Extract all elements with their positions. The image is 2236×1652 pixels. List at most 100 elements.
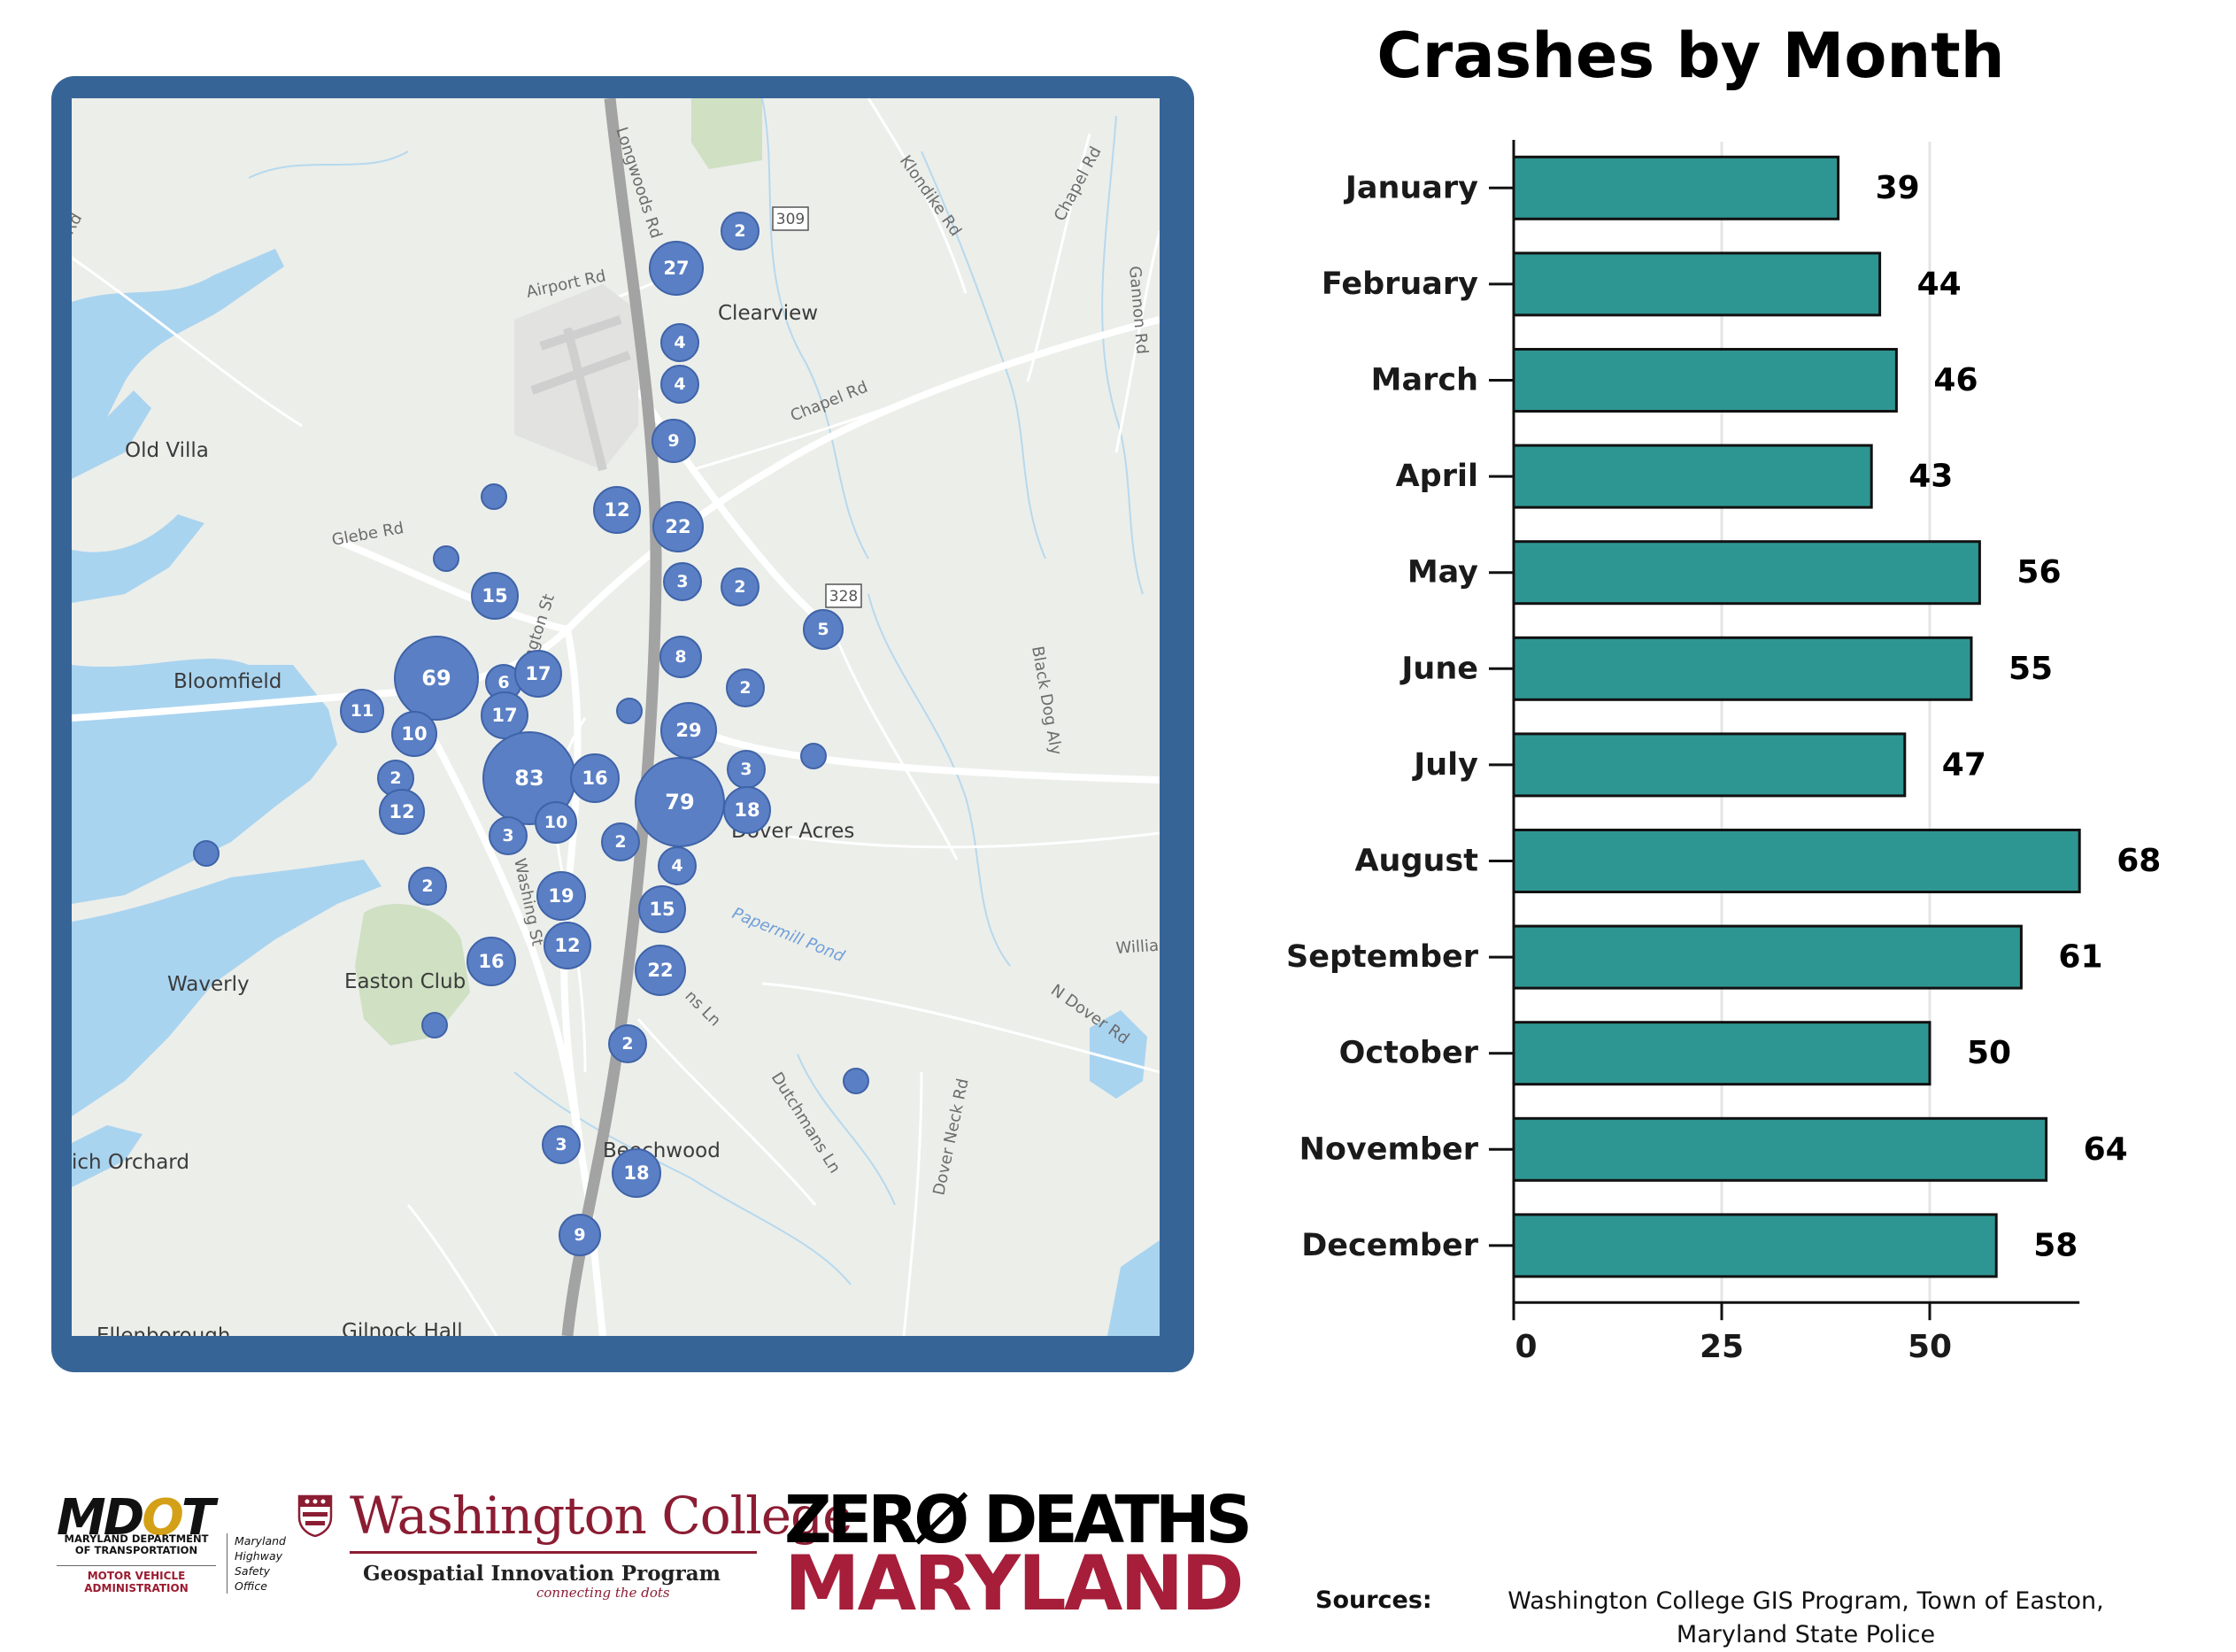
crash-cluster[interactable]: 12 — [544, 922, 591, 969]
crash-cluster[interactable]: 69 — [394, 636, 479, 721]
cluster-circle[interactable] — [723, 786, 771, 834]
cluster-circle[interactable] — [635, 945, 686, 996]
crash-cluster[interactable]: 8 — [659, 636, 702, 678]
crash-cluster[interactable]: 2 — [601, 822, 640, 861]
cluster-circle[interactable] — [394, 636, 479, 721]
crash-cluster[interactable]: 16 — [570, 753, 620, 803]
cluster-circle[interactable] — [652, 501, 704, 552]
crash-cluster[interactable]: 3 — [727, 750, 766, 789]
crash-cluster[interactable]: 17 — [481, 691, 528, 739]
cluster-circle[interactable] — [193, 840, 220, 867]
cluster-circle[interactable] — [466, 937, 516, 986]
cluster-circle[interactable] — [601, 822, 640, 861]
cluster-circle[interactable] — [514, 650, 562, 698]
crash-cluster[interactable]: 2 — [726, 668, 765, 707]
cluster-circle[interactable] — [408, 867, 447, 906]
cluster-circle[interactable] — [535, 801, 577, 844]
crash-cluster[interactable]: 12 — [593, 486, 641, 534]
crash-cluster[interactable]: 2 — [377, 760, 414, 797]
crash-cluster[interactable]: 2 — [721, 567, 759, 606]
cluster-circle[interactable] — [638, 885, 686, 933]
cluster-circle[interactable] — [481, 483, 507, 510]
crash-cluster[interactable]: 22 — [652, 501, 704, 552]
crash-cluster[interactable]: 27 — [649, 241, 704, 296]
crash-cluster[interactable]: 5 — [803, 609, 844, 650]
cluster-circle[interactable] — [544, 922, 591, 969]
cluster-circle[interactable] — [721, 212, 759, 251]
crash-cluster[interactable]: 2 — [408, 867, 447, 906]
crash-cluster[interactable] — [800, 743, 827, 769]
crash-cluster[interactable]: 79 — [635, 757, 725, 847]
cluster-circle[interactable] — [421, 1012, 448, 1038]
cluster-circle[interactable] — [660, 365, 699, 404]
crash-cluster[interactable]: 15 — [471, 572, 519, 620]
chart-title: Crashes by Month — [1376, 19, 2005, 92]
cluster-circle[interactable] — [658, 846, 697, 885]
crash-cluster[interactable]: 16 — [466, 937, 516, 986]
crash-cluster[interactable]: 29 — [660, 702, 717, 759]
cluster-circle[interactable] — [608, 1024, 647, 1063]
cluster-circle[interactable] — [391, 711, 437, 757]
cluster-circle[interactable] — [652, 419, 696, 463]
crash-cluster[interactable]: 18 — [612, 1148, 661, 1198]
cluster-circle[interactable] — [536, 871, 586, 921]
crash-cluster[interactable]: 18 — [723, 786, 771, 834]
bar-february — [1512, 251, 1882, 317]
crash-cluster[interactable]: 3 — [489, 816, 528, 855]
crash-cluster[interactable]: 17 — [514, 650, 562, 698]
crash-cluster[interactable]: 9 — [652, 419, 696, 463]
crash-cluster[interactable]: 15 — [638, 885, 686, 933]
crash-cluster[interactable]: 10 — [391, 711, 437, 757]
category-label: January — [1344, 170, 1478, 205]
cluster-circle[interactable] — [635, 757, 725, 847]
crash-cluster[interactable]: 4 — [660, 323, 699, 362]
cluster-circle[interactable] — [593, 486, 641, 534]
crash-cluster[interactable]: 83 — [482, 731, 576, 825]
place-label: Gilnock Hall — [342, 1320, 463, 1336]
cluster-circle[interactable] — [616, 698, 643, 724]
cluster-circle[interactable] — [660, 323, 699, 362]
crash-cluster[interactable]: 10 — [535, 801, 577, 844]
cluster-circle[interactable] — [570, 753, 620, 803]
data-label: 39 — [1876, 170, 1920, 206]
place-label: Old Villa — [125, 439, 209, 462]
crash-cluster[interactable]: 22 — [635, 945, 686, 996]
crash-cluster[interactable] — [193, 840, 220, 867]
place-label: ich Orchard — [72, 1151, 189, 1174]
crash-cluster[interactable] — [616, 698, 643, 724]
cluster-circle[interactable] — [542, 1125, 581, 1164]
cluster-circle[interactable] — [649, 241, 704, 296]
crash-cluster[interactable]: 2 — [608, 1024, 647, 1063]
crash-cluster[interactable]: 2 — [721, 212, 759, 251]
crash-cluster[interactable] — [481, 483, 507, 510]
cluster-circle[interactable] — [471, 572, 519, 620]
crash-cluster[interactable]: 3 — [542, 1125, 581, 1164]
crash-cluster[interactable] — [433, 545, 459, 572]
cluster-circle[interactable] — [843, 1068, 869, 1094]
crash-cluster[interactable]: 11 — [340, 689, 384, 733]
crash-cluster[interactable]: 19 — [536, 871, 586, 921]
category-label: May — [1407, 555, 1478, 591]
crash-cluster[interactable]: 12 — [379, 789, 425, 835]
crash-cluster[interactable] — [843, 1068, 869, 1094]
crash-cluster[interactable]: 3 — [663, 562, 702, 601]
cluster-circle[interactable] — [379, 789, 425, 835]
cluster-circle[interactable] — [433, 545, 459, 572]
cluster-count: 22 — [647, 960, 673, 981]
cluster-circle[interactable] — [726, 668, 765, 707]
cluster-circle[interactable] — [721, 567, 759, 606]
cluster-circle[interactable] — [340, 689, 384, 733]
crash-cluster[interactable] — [421, 1012, 448, 1038]
cluster-circle[interactable] — [663, 562, 702, 601]
cluster-circle[interactable] — [559, 1214, 601, 1256]
crash-cluster[interactable]: 9 — [559, 1214, 601, 1256]
cluster-circle[interactable] — [659, 636, 702, 678]
crash-cluster[interactable]: 4 — [660, 365, 699, 404]
cluster-circle[interactable] — [803, 609, 844, 650]
cluster-circle[interactable] — [612, 1148, 661, 1198]
cluster-circle[interactable] — [800, 743, 827, 769]
cluster-circle[interactable] — [489, 816, 528, 855]
crash-cluster[interactable]: 4 — [658, 846, 697, 885]
